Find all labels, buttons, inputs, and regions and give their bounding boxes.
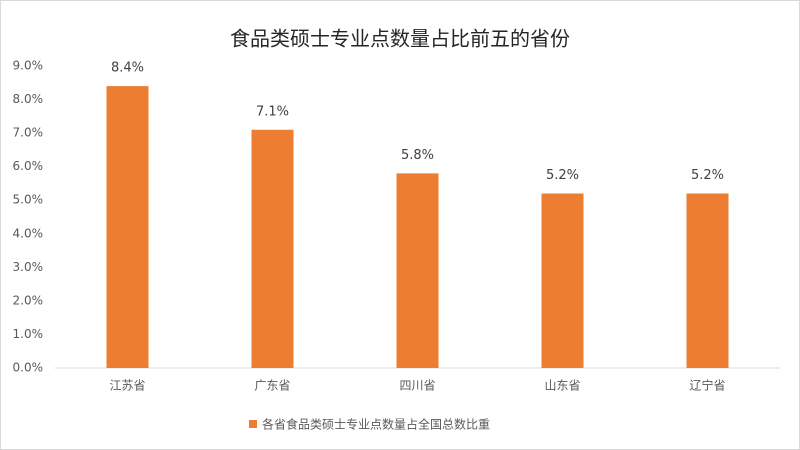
legend-label: 各省食品类硕士专业点数量占全国总数比重 (262, 417, 490, 432)
bar (251, 129, 294, 368)
x-tick-label: 四川省 (399, 379, 435, 393)
y-tick-label: 5.0% (13, 193, 44, 207)
y-tick-label: 7.0% (13, 126, 44, 140)
y-tick-label: 2.0% (13, 293, 44, 307)
bar (396, 173, 439, 368)
y-tick-label: 6.0% (13, 159, 44, 173)
bar (541, 193, 584, 368)
x-tick-label: 江苏省 (109, 379, 145, 393)
value-label: 5.8% (401, 148, 434, 163)
value-label: 7.1% (256, 104, 289, 119)
x-tick-label: 山东省 (544, 379, 580, 393)
y-tick-label: 9.0% (13, 59, 44, 73)
value-label: 5.2% (546, 168, 579, 183)
y-tick-label: 8.0% (13, 92, 44, 106)
value-label: 8.4% (111, 61, 144, 76)
chart-title: 食品类硕士专业点数量占比前五的省份 (230, 27, 570, 51)
x-tick-label: 广东省 (254, 379, 290, 393)
y-tick-label: 4.0% (13, 226, 44, 240)
y-tick-label: 0.0% (13, 361, 44, 375)
bar (106, 86, 149, 368)
value-label: 5.2% (691, 168, 724, 183)
x-tick-label: 辽宁省 (689, 378, 725, 393)
y-tick-label: 1.0% (13, 327, 44, 341)
y-tick-label: 3.0% (13, 260, 44, 274)
legend: 各省食品类硕士专业点数量占全国总数比重 (249, 417, 490, 432)
bar (686, 193, 729, 368)
legend-swatch (249, 420, 257, 428)
